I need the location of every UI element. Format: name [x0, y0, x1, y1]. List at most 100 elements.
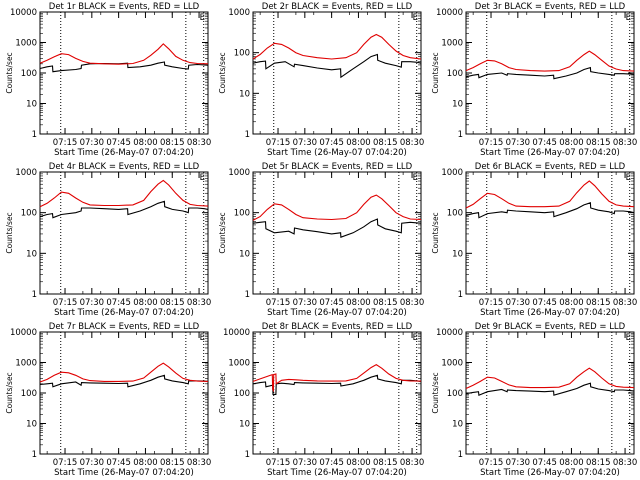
x-tick-label: 08:15 [373, 138, 398, 148]
series-lld-line [39, 43, 209, 65]
y-axis-label: Counts/sec [218, 212, 227, 253]
chart-title: Det 5r BLACK = Events, RED = LLD [262, 162, 413, 172]
series-events-line [252, 53, 422, 79]
series-events-line [465, 66, 635, 80]
y-tick-label: 10000 [436, 8, 463, 18]
y-tick-label: 1000 [15, 359, 37, 369]
x-tick-label: 07:30 [506, 458, 531, 468]
series-lld-line [465, 180, 635, 209]
x-axis-label: Start Time (26-May-07 07:04:20) [480, 468, 620, 478]
plot-frame [252, 171, 422, 295]
x-tick-label: 08:15 [586, 138, 611, 148]
plot-frame [465, 331, 635, 455]
y-tick-label: 1000 [441, 359, 463, 369]
corner-letter: E [626, 13, 631, 23]
y-axis-label: Counts/sec [431, 372, 440, 413]
y-tick-label: 1000 [228, 8, 250, 18]
y-tick-label: 1000 [441, 39, 463, 49]
x-tick-label: 08:00 [346, 458, 371, 468]
x-tick-label: 07:15 [53, 138, 78, 148]
series-lld-line [465, 50, 635, 72]
series-events-line [39, 374, 209, 388]
x-axis-label: Start Time (26-May-07 07:04:20) [267, 308, 407, 318]
corner-letter: E [200, 13, 205, 23]
x-tick-label: 08:00 [559, 458, 584, 468]
y-tick-label: 1 [245, 130, 250, 140]
y-tick-label: 100 [447, 209, 463, 219]
x-tick-label: 08:15 [586, 458, 611, 468]
x-tick-label: 08:15 [373, 298, 398, 308]
x-axis-label: Start Time (26-May-07 07:04:20) [267, 468, 407, 478]
plot-frame [39, 171, 209, 295]
y-tick-label: 10 [452, 100, 463, 110]
corner-letter: E [413, 173, 418, 183]
y-tick-label: 1000 [228, 359, 250, 369]
x-tick-label: 08:30 [400, 458, 425, 468]
y-tick-label: 1 [32, 450, 37, 460]
corner-letter: E [200, 333, 205, 343]
y-tick-label: 100 [21, 69, 37, 79]
x-axis-label: Start Time (26-May-07 07:04:20) [54, 148, 194, 158]
plot-frame [39, 331, 209, 455]
series-events-line [252, 218, 422, 238]
chart-title: Det 6r BLACK = Events, RED = LLD [475, 162, 626, 172]
chart-title: Det 9r BLACK = Events, RED = LLD [475, 322, 626, 332]
y-tick-label: 1 [245, 290, 250, 300]
x-tick-label: 07:45 [532, 298, 557, 308]
y-axis-label: Counts/sec [218, 52, 227, 93]
x-tick-label: 07:45 [106, 298, 131, 308]
y-tick-label: 1000 [441, 168, 463, 178]
x-tick-label: 07:30 [293, 458, 318, 468]
x-tick-label: 08:30 [400, 298, 425, 308]
x-tick-label: 08:00 [559, 138, 584, 148]
x-tick-label: 07:45 [532, 458, 557, 468]
plot-frame [252, 11, 422, 135]
y-tick-label: 100 [234, 209, 250, 219]
chart-title: Det 1r BLACK = Events, RED = LLD [49, 2, 200, 12]
y-tick-label: 10 [452, 249, 463, 259]
x-tick-label: 08:00 [133, 298, 158, 308]
x-tick-label: 07:15 [479, 138, 504, 148]
series-lld-line [252, 33, 422, 60]
chart-title: Det 2r BLACK = Events, RED = LLD [262, 2, 413, 12]
y-tick-label: 10 [26, 249, 37, 259]
series-events-line [465, 202, 635, 219]
x-tick-label: 07:30 [506, 138, 531, 148]
x-tick-label: 07:45 [319, 138, 344, 148]
x-tick-label: 07:30 [293, 138, 318, 148]
y-tick-label: 10000 [10, 8, 37, 18]
x-tick-label: 08:30 [187, 458, 212, 468]
x-tick-label: 07:30 [80, 458, 105, 468]
chart-title: Det 8r BLACK = Events, RED = LLD [262, 322, 413, 332]
x-tick-label: 07:30 [80, 298, 105, 308]
y-tick-label: 100 [234, 389, 250, 399]
y-axis-label: Counts/sec [218, 372, 227, 413]
x-axis-label: Start Time (26-May-07 07:04:20) [480, 148, 620, 158]
y-tick-label: 10 [26, 100, 37, 110]
x-tick-label: 07:45 [319, 458, 344, 468]
y-tick-label: 100 [447, 389, 463, 399]
x-tick-label: 07:45 [106, 458, 131, 468]
series-events-line [252, 374, 422, 395]
y-axis-label: Counts/sec [431, 52, 440, 93]
y-tick-label: 1 [458, 130, 463, 140]
x-tick-label: 07:15 [266, 298, 291, 308]
x-tick-label: 08:30 [400, 138, 425, 148]
x-tick-label: 08:30 [187, 298, 212, 308]
x-tick-label: 08:30 [613, 298, 638, 308]
chart-title: Det 3r BLACK = Events, RED = LLD [475, 2, 626, 12]
series-events-line [465, 382, 635, 396]
y-tick-label: 10 [452, 420, 463, 430]
y-axis-label: Counts/sec [431, 212, 440, 253]
x-tick-label: 08:30 [187, 138, 212, 148]
series-lld-line [252, 364, 422, 393]
x-tick-label: 07:45 [319, 298, 344, 308]
chart-title: Det 4r BLACK = Events, RED = LLD [49, 162, 200, 172]
y-tick-label: 1000 [15, 39, 37, 49]
